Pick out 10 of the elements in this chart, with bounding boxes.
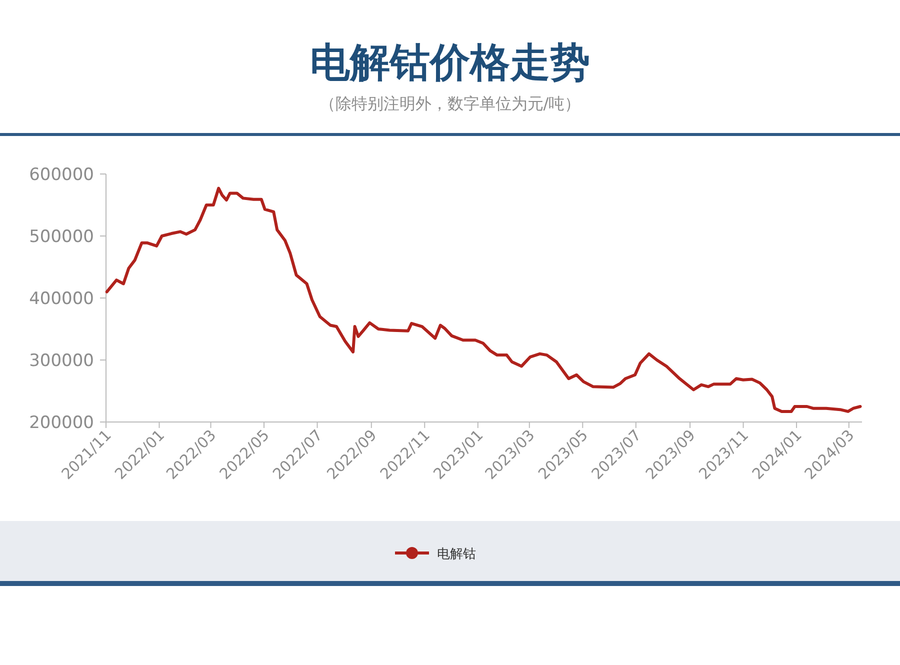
y-tick-label: 300000 — [29, 351, 94, 371]
chart-title: 电解钴价格走势 — [310, 40, 590, 86]
y-tick-label: 500000 — [29, 227, 94, 247]
legend-item: 电解钴 — [395, 547, 476, 562]
line-series — [105, 186, 862, 413]
y-tick-label: 400000 — [29, 289, 94, 309]
y-tick-label: 600000 — [29, 165, 94, 185]
legend-label: 电解钴 — [437, 547, 476, 562]
chart-subtitle: （除特别注明外，数字单位为元/吨） — [319, 94, 581, 113]
y-tick-label: 200000 — [29, 413, 94, 433]
